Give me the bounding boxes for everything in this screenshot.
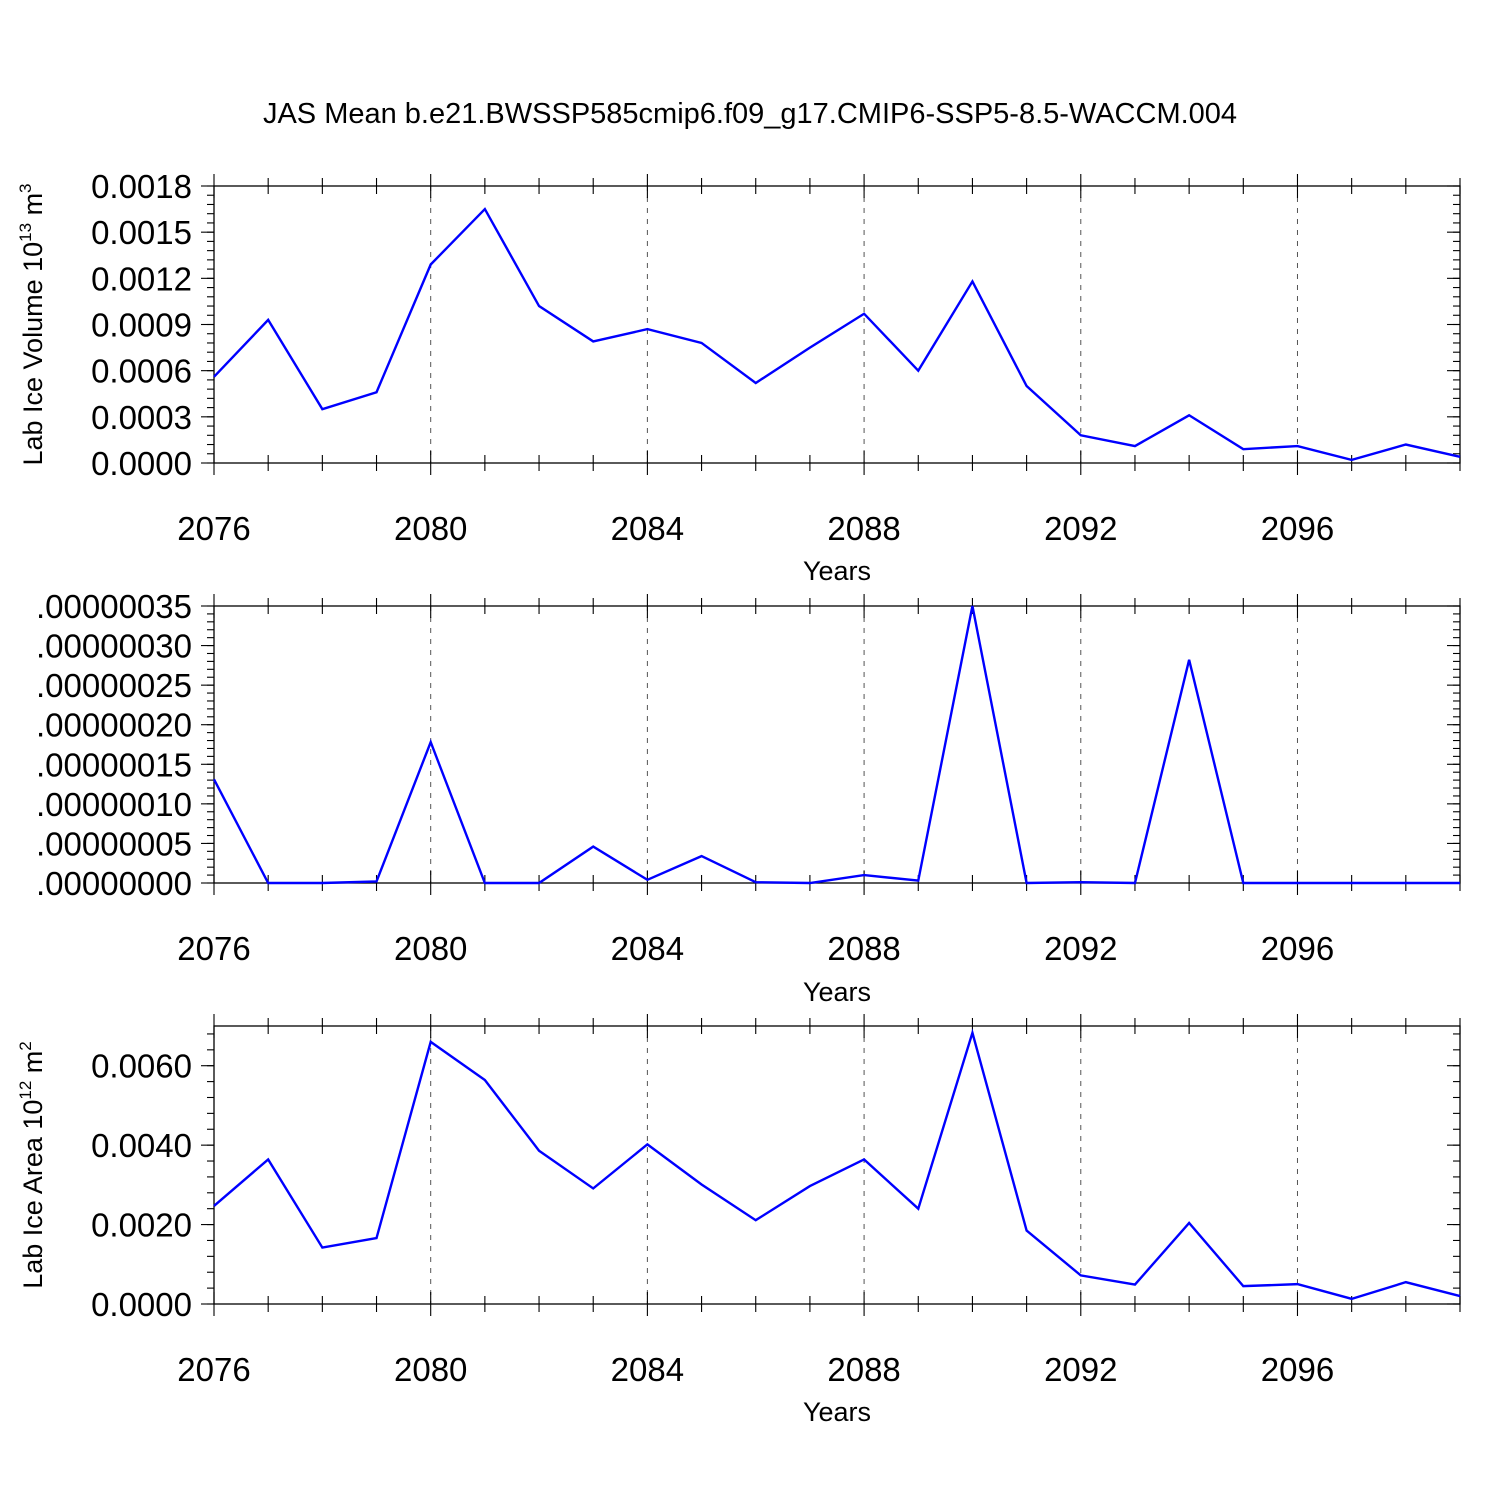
x-tick-label: 2096 [1261,930,1334,967]
x-tick-label: 2084 [611,510,684,547]
x-tick-label: 2084 [611,930,684,967]
x-tick-label: 2092 [1044,1351,1117,1388]
plot-frame [213,1025,1461,1305]
x-tick-label: 2092 [1044,510,1117,547]
y-tick-label: 0.0018 [91,168,192,205]
chart-panel-2: 2076 2080 2084 2088 2092 2096.00000000.000000… [36,588,1461,1007]
x-tick-label: 2088 [827,930,900,967]
y-tick-label: 0.0003 [91,399,192,436]
y-tick-label: 0.0000 [91,1286,192,1323]
series-line-1 [213,1028,1461,1301]
y-tick-label: .00000000 [36,865,192,902]
y-axis-label-text: Lab Ice Volume 10 [18,242,48,466]
y-tick-label: 0.0006 [91,353,192,390]
y-tick-label: 0.0009 [91,307,192,344]
y-axis-label-unit-exponent: 3 [16,183,35,192]
chart-panel-1: 2076 2080 2084 2088 2092 2096 0.0000 0.0003 0.00… [16,168,1461,586]
y-tick-label: .00000005 [36,825,192,862]
plot-frame [213,605,1461,884]
y-tick-label: 0.0000 [91,445,192,482]
x-tick-label: 2076 [177,1351,250,1388]
plot-frame [213,185,1461,464]
y-tick-label: 0.0020 [91,1207,192,1244]
x-axis-label: Years [803,1397,871,1427]
x-tick-label: 2080 [394,510,467,547]
y-tick-label: 0.0060 [91,1048,192,1085]
x-tick-label: 2080 [394,1351,467,1388]
y-axis-label-exponent: 13 [16,223,35,242]
series-line-1 [213,207,1461,462]
x-tick-label: 2076 [177,930,250,967]
y-axis-label-unit-exponent: 2 [16,1041,35,1050]
y-tick-label: 0.0015 [91,214,192,251]
y-tick-label: 0.0040 [91,1127,192,1164]
y-axis-label: Lab Ice Volume 1013 m3 [16,183,48,465]
y-tick-label: .00000010 [36,786,192,823]
y-axis-label-exponent: 12 [16,1081,35,1100]
y-axis-label-unit: m [18,193,48,223]
y-tick-label: 0.0012 [91,260,192,297]
y-tick-label: .00000035 [36,588,192,625]
x-tick-label: 2080 [394,930,467,967]
x-tick-label: 2096 [1261,1351,1334,1388]
y-axis-label-unit: m [18,1051,48,1081]
chart-panel-3: 2076 2080 2084 2088 2092 2096 0.0000 0.0020 0.00… [16,1014,1461,1427]
x-tick-label: 2084 [611,1351,684,1388]
x-tick-label: 2076 [177,510,250,547]
x-tick-label: 2092 [1044,930,1117,967]
figure-title: JAS Mean b.e21.BWSSP585cmip6.f09_g17.CMI… [263,98,1237,130]
x-axis-label: Years [803,556,871,586]
x-tick-label: 2096 [1261,510,1334,547]
y-axis-label: Lab Ice Area 1012 m2 [16,1041,48,1289]
series-line-1 [212,605,1460,885]
y-axis-label-text: Lab Ice Area 10 [18,1100,48,1289]
panels: 2076 2080 2084 2088 2092 2096 0.0000 0.0003 0.00… [16,168,1461,1427]
x-tick-label: 2088 [827,510,900,547]
x-tick-label: 2088 [827,1351,900,1388]
y-tick-label: .00000020 [36,707,192,744]
y-tick-label: .00000025 [36,667,192,704]
y-tick-label: .00000030 [36,628,192,665]
y-tick-label: .00000015 [36,746,192,783]
x-axis-label: Years [803,977,871,1007]
